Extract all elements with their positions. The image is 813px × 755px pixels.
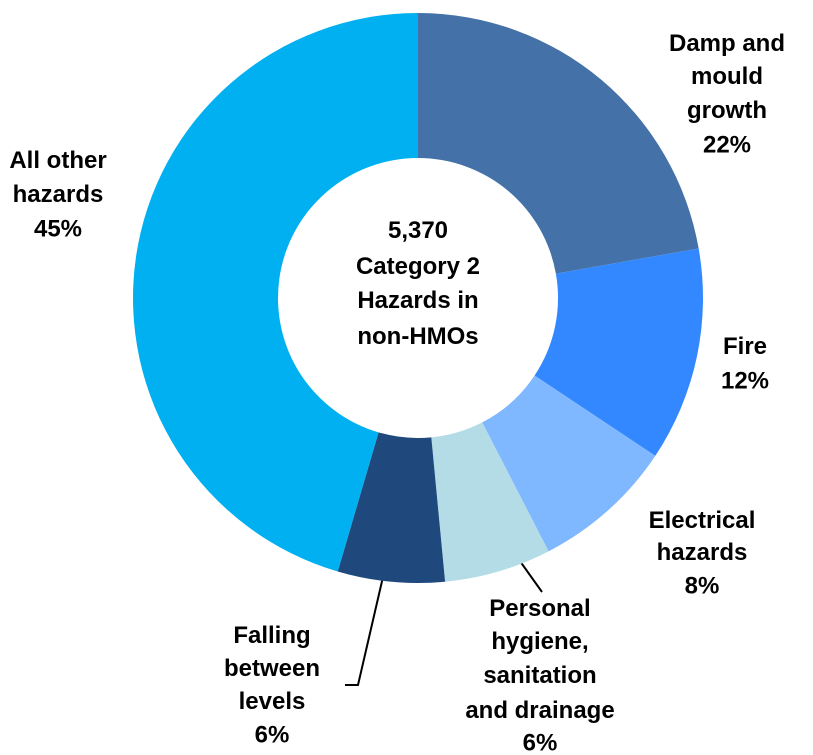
value-label: 12% bbox=[721, 367, 769, 394]
slice-label: Damp and mould growth bbox=[669, 30, 785, 124]
slice-label: Personal hygiene, sanitation and drainage bbox=[465, 595, 614, 724]
slice-label-line: Damp and bbox=[669, 30, 785, 57]
slice-label-line: growth bbox=[687, 97, 767, 124]
donut-slice bbox=[482, 375, 656, 552]
donut-slice bbox=[431, 422, 549, 582]
slice-label-line: hazards bbox=[657, 539, 748, 566]
slice-label: Fire bbox=[723, 333, 767, 360]
value-label: 8% bbox=[685, 572, 720, 599]
slice-label-line: Falling bbox=[233, 622, 310, 649]
center-label-line: 5,370 bbox=[388, 217, 448, 244]
slice-label-line: sanitation bbox=[483, 662, 596, 689]
slice-label-line: mould bbox=[691, 63, 763, 90]
center-label-line: Category 2 bbox=[356, 253, 480, 280]
slice-label-line: Electrical bbox=[649, 507, 756, 534]
center-label-line: Hazards in bbox=[357, 287, 478, 314]
slice-label-line: between bbox=[224, 655, 320, 682]
value-label: 6% bbox=[255, 721, 290, 748]
slice-label: Electrical hazards bbox=[649, 507, 756, 566]
slice-label-line: levels bbox=[239, 688, 306, 715]
center-label: 5,370 Category 2 Hazards in non-HMOs bbox=[356, 217, 480, 350]
slice-label-line: and drainage bbox=[465, 697, 614, 724]
donut-slice bbox=[132, 13, 419, 572]
slice-label-line: Fire bbox=[723, 333, 767, 360]
donut-slice bbox=[418, 13, 699, 274]
slice-label-line: hazards bbox=[13, 181, 104, 208]
slice-label-line: hygiene, bbox=[491, 628, 588, 655]
value-label: 6% bbox=[523, 729, 558, 755]
slice-label: All other hazards bbox=[9, 147, 106, 208]
value-label: 45% bbox=[34, 215, 82, 242]
slice-label: Falling between levels bbox=[224, 622, 320, 715]
slice-label-line: All other bbox=[9, 147, 106, 174]
slice-label-line: Personal bbox=[489, 595, 590, 622]
donut-slice bbox=[534, 248, 703, 456]
center-label-line: non-HMOs bbox=[357, 323, 478, 350]
value-label: 22% bbox=[703, 131, 751, 158]
donut-slice bbox=[337, 432, 446, 583]
